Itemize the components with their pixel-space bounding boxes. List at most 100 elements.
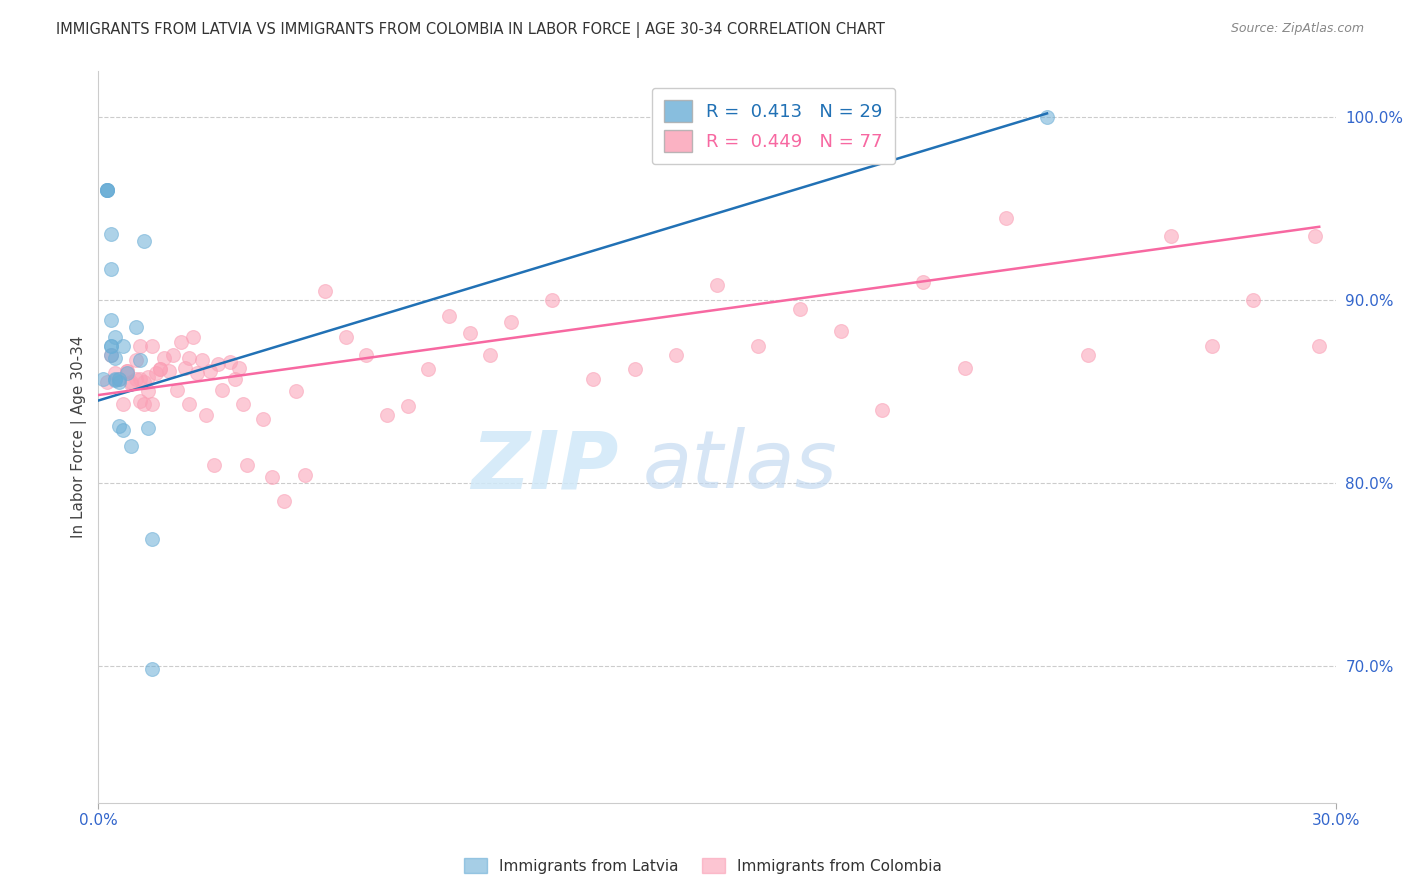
Point xyxy=(170,334,193,349)
Point xyxy=(458,326,481,340)
Point xyxy=(100,348,122,362)
Point xyxy=(112,423,135,437)
Point xyxy=(104,329,127,343)
Point xyxy=(157,364,180,378)
Text: Source: ZipAtlas.com: Source: ZipAtlas.com xyxy=(1230,22,1364,36)
Point xyxy=(104,351,127,366)
Point xyxy=(124,353,146,368)
Point xyxy=(104,371,127,385)
Point xyxy=(108,419,131,434)
Point xyxy=(211,383,233,397)
Point xyxy=(335,329,357,343)
Point xyxy=(100,313,122,327)
Point xyxy=(375,408,398,422)
Point xyxy=(141,533,163,547)
Point xyxy=(108,371,131,385)
Point xyxy=(1241,293,1264,307)
Point xyxy=(665,348,688,362)
Point xyxy=(96,183,118,197)
Point xyxy=(789,301,811,316)
Point xyxy=(128,371,150,385)
Point xyxy=(145,366,167,380)
Point xyxy=(100,338,122,352)
Point xyxy=(219,355,242,369)
Point xyxy=(706,278,728,293)
Point xyxy=(112,397,135,411)
Point xyxy=(198,364,221,378)
Point xyxy=(153,351,176,366)
Point xyxy=(479,348,502,362)
Point xyxy=(91,371,114,385)
Point xyxy=(236,458,259,472)
Point xyxy=(141,397,163,411)
Point xyxy=(418,362,440,376)
Point xyxy=(120,375,142,389)
Point xyxy=(260,470,283,484)
Point xyxy=(166,383,188,397)
Point xyxy=(194,408,217,422)
Point xyxy=(356,348,378,362)
Point xyxy=(870,402,893,417)
Point xyxy=(128,338,150,352)
Point xyxy=(104,366,127,380)
Point xyxy=(141,338,163,352)
Point xyxy=(104,373,127,387)
Point xyxy=(202,458,225,472)
Point xyxy=(179,351,201,366)
Point xyxy=(136,384,159,399)
Point xyxy=(132,397,155,411)
Point xyxy=(108,375,131,389)
Point xyxy=(582,371,605,385)
Point xyxy=(124,320,146,334)
Point xyxy=(149,362,172,376)
Point xyxy=(186,366,208,380)
Point xyxy=(1036,110,1059,124)
Point xyxy=(149,362,172,376)
Point xyxy=(128,353,150,368)
Point xyxy=(136,421,159,435)
Point xyxy=(181,329,204,343)
Point xyxy=(132,375,155,389)
Point xyxy=(132,235,155,249)
Point xyxy=(1077,348,1099,362)
Point xyxy=(96,183,118,197)
Point xyxy=(117,366,139,380)
Point xyxy=(437,310,460,324)
Point xyxy=(912,275,935,289)
Point xyxy=(117,364,139,378)
Point xyxy=(1201,338,1223,352)
Point xyxy=(1303,228,1326,243)
Point xyxy=(174,360,197,375)
Text: IMMIGRANTS FROM LATVIA VS IMMIGRANTS FROM COLOMBIA IN LABOR FORCE | AGE 30-34 CO: IMMIGRANTS FROM LATVIA VS IMMIGRANTS FRO… xyxy=(56,22,886,38)
Point xyxy=(100,348,122,362)
Point xyxy=(396,399,419,413)
Text: atlas: atlas xyxy=(643,427,838,506)
Point xyxy=(499,315,522,329)
Point xyxy=(100,338,122,352)
Point xyxy=(190,353,212,368)
Point xyxy=(112,338,135,352)
Point xyxy=(128,393,150,408)
Point xyxy=(100,227,122,241)
Y-axis label: In Labor Force | Age 30-34: In Labor Force | Age 30-34 xyxy=(72,335,87,539)
Point xyxy=(994,211,1017,225)
Point xyxy=(96,183,118,197)
Point xyxy=(108,371,131,385)
Point xyxy=(100,261,122,276)
Point xyxy=(162,348,184,362)
Legend: R =  0.413   N = 29, R =  0.449   N = 77: R = 0.413 N = 29, R = 0.449 N = 77 xyxy=(652,87,896,164)
Point xyxy=(117,364,139,378)
Point xyxy=(232,397,254,411)
Point xyxy=(623,362,645,376)
Point xyxy=(224,371,246,385)
Point xyxy=(120,377,142,392)
Point xyxy=(96,183,118,197)
Text: ZIP: ZIP xyxy=(471,427,619,506)
Point xyxy=(124,371,146,385)
Point xyxy=(273,494,295,508)
Point xyxy=(120,439,142,453)
Legend: Immigrants from Latvia, Immigrants from Colombia: Immigrants from Latvia, Immigrants from … xyxy=(458,852,948,880)
Point xyxy=(207,357,229,371)
Point xyxy=(252,411,274,425)
Point xyxy=(141,662,163,676)
